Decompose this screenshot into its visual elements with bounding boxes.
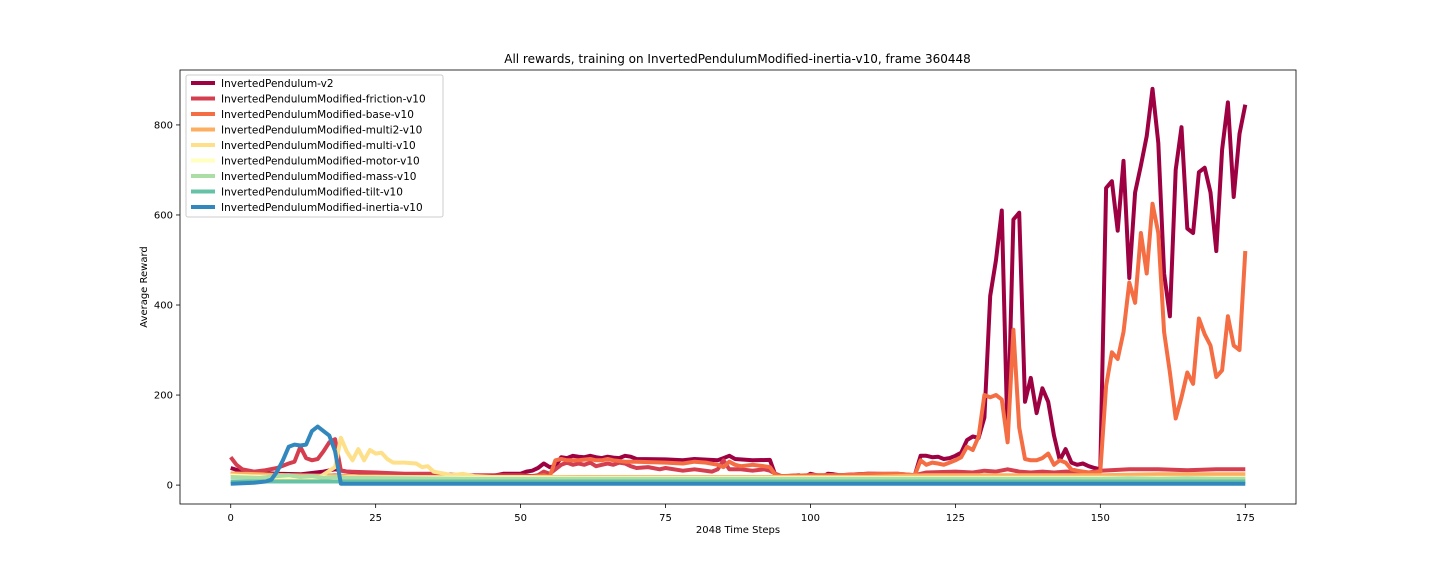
legend-label-3: InvertedPendulumModified-multi2-v10 bbox=[221, 124, 422, 136]
legend-frame bbox=[185, 74, 444, 218]
legend: InvertedPendulum-v2 InvertedPendulumModif… bbox=[185, 74, 444, 218]
legend-label-8: InvertedPendulumModified-inertia-v10 bbox=[221, 202, 423, 214]
chart-title: All rewards, training on InvertedPendulu… bbox=[504, 52, 971, 66]
x-tick-label: 100 bbox=[801, 513, 820, 524]
series-line-6 bbox=[230, 473, 1246, 481]
series-line-8 bbox=[230, 424, 1246, 486]
plot-frame bbox=[179, 69, 1297, 505]
y-axis: 0 200 400 600 800 bbox=[154, 120, 180, 492]
legend-label-4: InvertedPendulumModified-multi-v10 bbox=[221, 140, 416, 152]
y-tick-label: 600 bbox=[154, 210, 173, 221]
y-tick-label: 800 bbox=[154, 120, 173, 131]
legend-items: InvertedPendulum-v2 InvertedPendulumModif… bbox=[191, 78, 426, 214]
y-tick-label: 200 bbox=[154, 391, 173, 402]
y-tick-label: 400 bbox=[154, 301, 173, 312]
legend-label-7: InvertedPendulumModified-tilt-v10 bbox=[221, 186, 403, 198]
x-tick-label: 125 bbox=[946, 513, 965, 524]
legend-label-1: InvertedPendulumModified-friction-v10 bbox=[221, 93, 426, 105]
legend-label-5: InvertedPendulumModified-motor-v10 bbox=[221, 155, 420, 167]
x-tick-label: 0 bbox=[228, 513, 234, 524]
series-line-2 bbox=[230, 201, 1248, 480]
legend-label-2: InvertedPendulumModified-base-v10 bbox=[221, 109, 414, 121]
x-axis-label: 2048 Time Steps bbox=[696, 525, 780, 536]
y-axis-label: Average Reward bbox=[139, 246, 150, 327]
x-tick-label: 150 bbox=[1091, 513, 1110, 524]
x-tick-label: 25 bbox=[369, 513, 382, 524]
legend-label-6: InvertedPendulumModified-mass-v10 bbox=[221, 171, 416, 183]
series-layer bbox=[229, 86, 1248, 486]
x-tick-label: 75 bbox=[659, 513, 672, 524]
x-axis: 0 25 50 75 100 125 150 175 bbox=[228, 504, 1255, 524]
y-tick-label: 0 bbox=[167, 481, 173, 492]
legend-label-0: InvertedPendulum-v2 bbox=[221, 78, 334, 90]
x-tick-label: 175 bbox=[1236, 513, 1255, 524]
x-tick-label: 50 bbox=[514, 513, 527, 524]
